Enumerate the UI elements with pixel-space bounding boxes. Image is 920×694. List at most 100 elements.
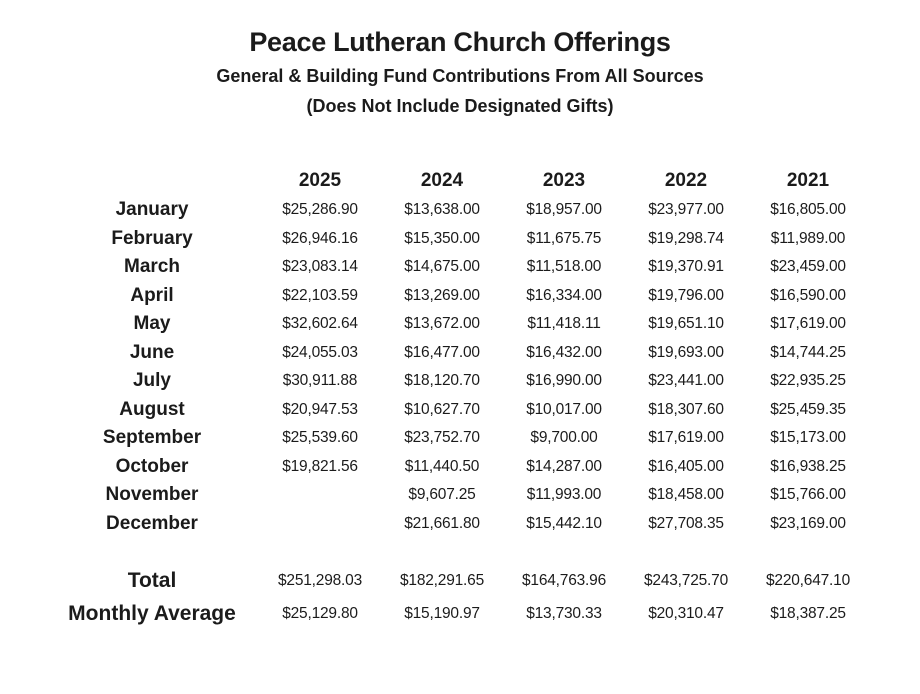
year-header: 2021 (786, 170, 830, 191)
offering-value: $13,638.00 (404, 201, 480, 219)
offering-value: $23,083.14 (282, 258, 358, 276)
month-row: November $9,607.25 $11,993.00 $18,458.00 $15… (45, 481, 869, 510)
offering-value: $14,287.00 (526, 457, 602, 475)
offering-value: $19,651.10 (648, 315, 724, 333)
offering-value: $19,370.91 (648, 258, 724, 276)
month-row: July $30,911.88 $18,120.70 $16,990.00 $23,44… (45, 367, 869, 396)
offering-value: $23,169.00 (770, 514, 846, 532)
summary-value: $25,129.80 (282, 604, 358, 622)
month-row: March $23,083.14 $14,675.00 $11,518.00 $19,3… (45, 253, 869, 282)
offering-value: $16,990.00 (526, 372, 602, 390)
summary-value: $251,298.03 (278, 571, 362, 589)
offering-value: $25,286.90 (282, 201, 358, 219)
offering-value: $32,602.64 (282, 315, 358, 333)
offering-value: $23,441.00 (648, 372, 724, 390)
offering-value: $11,440.50 (404, 457, 480, 475)
month-label: June (129, 341, 175, 363)
month-label: February (111, 227, 193, 249)
total-row: Total $251,298.03 $182,291.65 $164,763.96 $2… (45, 564, 869, 597)
month-label: May (133, 313, 171, 335)
offering-value: $11,989.00 (770, 229, 846, 247)
offerings-table: 2025 2024 2023 2022 2021 January $25,286.90 $1… (45, 166, 869, 630)
year-header-row: 2025 2024 2023 2022 2021 (45, 166, 869, 196)
month-label: November (105, 484, 199, 506)
offering-value: $13,672.00 (404, 315, 480, 333)
offering-value: $19,821.56 (282, 457, 358, 475)
offering-value: $25,539.60 (282, 429, 358, 447)
offering-value: $11,418.11 (527, 315, 601, 333)
offering-value: $16,590.00 (770, 286, 846, 304)
month-row: October $19,821.56 $11,440.50 $14,287.00 $16… (45, 453, 869, 482)
offering-value: $16,477.00 (404, 343, 480, 361)
year-header: 2024 (420, 170, 464, 191)
offering-value: $10,627.70 (404, 400, 480, 418)
summary-value: $18,387.25 (770, 604, 846, 622)
offering-value: $18,458.00 (648, 486, 724, 504)
offering-value: $16,805.00 (770, 201, 846, 219)
offering-value: $19,796.00 (648, 286, 724, 304)
month-row: June $24,055.03 $16,477.00 $16,432.00 $19,69… (45, 339, 869, 368)
offering-value: $15,766.00 (770, 486, 846, 504)
offering-value: $14,744.25 (770, 343, 846, 361)
offering-value: $20,947.53 (282, 400, 358, 418)
offering-value: $30,911.88 (282, 372, 358, 390)
offering-value (259, 481, 381, 510)
month-label: August (119, 398, 185, 420)
month-label: October (115, 455, 189, 477)
summary-value: $243,725.70 (644, 571, 728, 589)
month-row: December $21,661.80 $15,442.10 $27,708.35 $2… (45, 510, 869, 539)
month-row: April $22,103.59 $13,269.00 $16,334.00 $19,7… (45, 282, 869, 311)
offering-value: $18,957.00 (526, 201, 602, 219)
month-row: May $32,602.64 $13,672.00 $11,418.11 $19,651… (45, 310, 869, 339)
year-header: 2025 (298, 170, 342, 191)
month-row: August $20,947.53 $10,627.70 $10,017.00 $18,… (45, 396, 869, 425)
offering-value: $23,752.70 (404, 429, 480, 447)
offering-value: $19,693.00 (648, 343, 724, 361)
offering-value: $11,675.75 (526, 229, 602, 247)
year-header: 2023 (542, 170, 586, 191)
offering-value: $23,459.00 (770, 258, 846, 276)
month-row: January $25,286.90 $13,638.00 $18,957.00 $23… (45, 196, 869, 225)
offering-value: $27,708.35 (648, 514, 724, 532)
subtitle-line-1: General & Building Fund Contributions Fr… (216, 66, 704, 86)
offering-value: $22,935.25 (770, 372, 846, 390)
offering-value: $11,993.00 (526, 486, 602, 504)
month-label: April (130, 284, 174, 306)
offering-value: $16,334.00 (526, 286, 602, 304)
offering-value: $23,977.00 (648, 201, 724, 219)
page-title: Peace Lutheran Church Offerings (249, 27, 671, 57)
month-label: January (115, 199, 189, 221)
offering-value: $18,307.60 (648, 400, 724, 418)
month-label: December (106, 512, 198, 534)
offering-value: $9,607.25 (408, 486, 476, 504)
year-header: 2022 (664, 170, 708, 191)
month-label: September (102, 427, 202, 449)
summary-value: $13,730.33 (526, 604, 602, 622)
offering-value: $18,120.70 (404, 372, 480, 390)
summary-value: $164,763.96 (522, 571, 606, 589)
label-column-header (45, 166, 259, 196)
offering-value: $22,103.59 (282, 286, 358, 304)
month-row: February $26,946.16 $15,350.00 $11,675.75 $1… (45, 225, 869, 254)
offering-value: $16,432.00 (526, 343, 602, 361)
month-label: July (132, 370, 172, 392)
offering-value: $15,350.00 (404, 229, 480, 247)
summary-label: Total (127, 568, 177, 592)
offering-value: $19,298.74 (648, 229, 724, 247)
summary-value: $15,190.97 (404, 604, 480, 622)
monthly-average-row: Monthly Average $25,129.80 $15,190.97 $13,7… (45, 597, 869, 630)
table-spacer (45, 538, 869, 564)
offering-value: $9,700.00 (530, 429, 598, 447)
summary-value: $20,310.47 (648, 604, 724, 622)
offering-value: $11,518.00 (526, 258, 602, 276)
month-row: September $25,539.60 $23,752.70 $9,700.00 $1… (45, 424, 869, 453)
summary-value: $220,647.10 (766, 571, 850, 589)
subtitle-line-2: (Does Not Include Designated Gifts) (306, 96, 614, 116)
summary-value: $182,291.65 (400, 571, 484, 589)
month-label: March (124, 256, 180, 278)
offering-value: $24,055.03 (282, 343, 358, 361)
offering-value: $14,675.00 (404, 258, 480, 276)
offering-value: $17,619.00 (770, 315, 846, 333)
offering-value (259, 510, 381, 539)
